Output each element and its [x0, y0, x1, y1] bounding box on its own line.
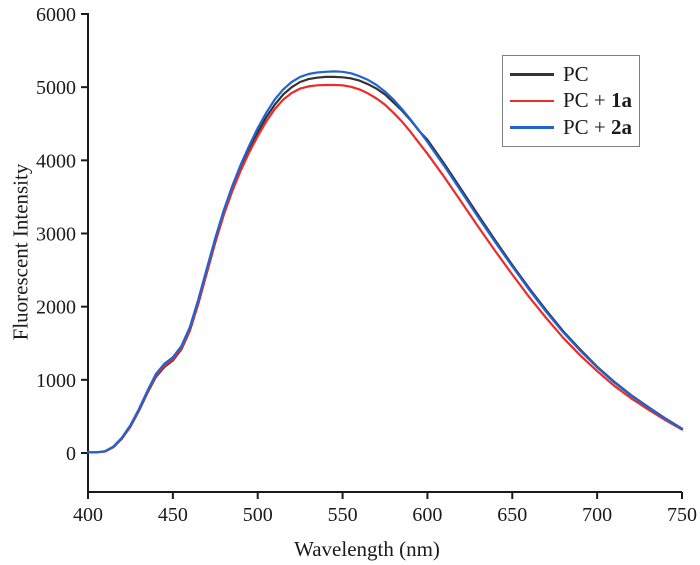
y-tick-label: 6000: [36, 4, 76, 26]
legend-label-text: PC: [563, 61, 589, 86]
x-tick-label: 400: [73, 504, 103, 526]
y-tick-label: 3000: [36, 224, 76, 246]
y-tick-label: 2000: [36, 297, 76, 319]
legend-swatch-pc-2a: [510, 126, 554, 129]
x-axis-label: Wavelength (nm): [294, 537, 440, 561]
series-line-pc-2a: [86, 70, 684, 454]
legend-label-pc-2a: PC + 2a: [563, 115, 632, 140]
x-tick-label: 450: [158, 504, 188, 526]
series-line-pc-1a: [86, 83, 684, 454]
legend-label-text: PC +: [563, 115, 612, 140]
legend-label-pc: PC: [563, 62, 589, 87]
x-tick-label: 700: [582, 504, 612, 526]
x-tick-label: 550: [328, 504, 358, 526]
x-tick-label: 650: [497, 504, 527, 526]
y-tick-label: 5000: [36, 77, 76, 99]
legend-item-pc-1a: PC + 1a: [510, 88, 632, 113]
y-tick-label: 4000: [36, 150, 76, 172]
legend-label-bold: 2a: [611, 115, 633, 140]
x-tick-label: 500: [243, 504, 273, 526]
x-tick-label: 750: [667, 504, 697, 526]
y-tick-label: 0: [66, 443, 76, 465]
legend-label-pc-1a: PC + 1a: [563, 88, 632, 113]
y-axis-label: Fluorescent Intensity: [8, 163, 33, 341]
legend-item-pc-2a: PC + 2a: [510, 115, 632, 140]
legend-swatch-pc: [510, 73, 554, 76]
legend-item-pc: PC: [510, 62, 632, 87]
legend-label-bold: 1a: [611, 88, 633, 113]
legend-swatch-pc-1a: [510, 99, 554, 103]
x-tick-label: 600: [412, 504, 442, 526]
legend-box: PC PC + 1a PC + 2a: [502, 55, 640, 147]
y-tick-label: 1000: [36, 370, 76, 392]
legend-label-text: PC +: [563, 88, 612, 113]
